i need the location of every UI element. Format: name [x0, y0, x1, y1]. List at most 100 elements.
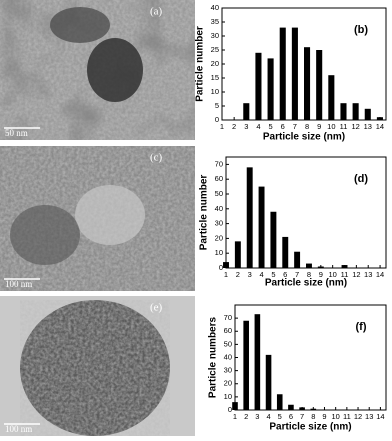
- bar: [341, 265, 348, 268]
- x-axis-label: Particle size (nm): [263, 132, 345, 143]
- x-tick-label: 12: [352, 270, 360, 279]
- x-tick-label: 8: [307, 270, 311, 279]
- y-tick-label: 10: [211, 87, 219, 96]
- bar: [291, 27, 298, 121]
- y-tick-label: 25: [211, 45, 219, 54]
- y-tick-label: 10: [215, 248, 223, 257]
- bar: [232, 402, 238, 410]
- x-tick-label: 9: [322, 412, 326, 421]
- x-tick-label: 4: [266, 412, 270, 421]
- x-tick-label: 13: [364, 270, 372, 279]
- y-tick-label: 20: [215, 233, 223, 242]
- bar: [282, 236, 289, 268]
- y-tick-label: 10: [224, 392, 232, 401]
- x-tick-label: 7: [300, 412, 304, 421]
- y-tick-label: 30: [224, 366, 232, 375]
- y-tick-label: 60: [224, 326, 232, 335]
- x-tick-label: 3: [255, 412, 259, 421]
- bar: [276, 394, 283, 410]
- x-tick-label: 2: [236, 270, 240, 279]
- x-tick-label: 11: [341, 270, 349, 279]
- bar: [294, 251, 301, 268]
- bar: [234, 241, 241, 268]
- x-tick-label: 2: [244, 412, 248, 421]
- bar: [316, 50, 323, 120]
- x-axis-label: Particle size (nm): [265, 278, 347, 289]
- x-tick-label: 6: [281, 122, 285, 131]
- y-tick-label: 0: [219, 263, 223, 272]
- y-tick-label: 35: [211, 17, 219, 26]
- x-tick-label: 7: [295, 270, 299, 279]
- scale-label: 50 nm: [5, 128, 28, 138]
- x-tick-label: 11: [343, 412, 351, 421]
- x-tick-label: 5: [269, 122, 273, 131]
- x-tick-label: 13: [365, 412, 373, 421]
- x-tick-label: 7: [293, 122, 297, 131]
- x-tick-label: 3: [244, 122, 248, 131]
- bar: [270, 211, 277, 268]
- y-axis-label: Particle number: [195, 26, 206, 102]
- panel-annotation: (d): [354, 173, 368, 185]
- y-tick-label: 5: [215, 101, 219, 110]
- y-tick-label: 40: [215, 204, 223, 213]
- bar: [317, 266, 324, 268]
- panel-label: (e): [150, 302, 163, 314]
- x-tick-label: 11: [340, 122, 348, 131]
- bar: [288, 404, 294, 410]
- x-tick-label: 14: [376, 412, 384, 421]
- y-axis-label: Particle numbers: [208, 316, 219, 398]
- x-tick-label: 8: [305, 122, 309, 131]
- x-tick-label: 5: [278, 412, 282, 421]
- y-tick-label: 60: [215, 174, 223, 183]
- bar: [340, 103, 347, 120]
- y-tick-label: 0: [228, 405, 232, 414]
- x-axis-label: Particle size (nm): [269, 422, 351, 433]
- x-tick-label: 12: [354, 412, 362, 421]
- x-tick-label: 10: [331, 412, 339, 421]
- y-tick-label: 15: [211, 73, 219, 82]
- x-tick-label: 6: [289, 412, 293, 421]
- x-tick-label: 5: [271, 270, 275, 279]
- x-tick-label: 14: [376, 122, 384, 131]
- x-tick-label: 2: [232, 122, 236, 131]
- y-tick-label: 20: [211, 59, 219, 68]
- bar: [243, 320, 249, 410]
- x-tick-label: 10: [328, 270, 336, 279]
- bar: [376, 117, 383, 120]
- x-tick-label: 1: [224, 270, 228, 279]
- bar: [304, 47, 311, 121]
- y-tick-label: 30: [215, 219, 223, 228]
- bar: [265, 354, 272, 410]
- y-tick-label: 30: [211, 31, 219, 40]
- x-tick-label: 4: [256, 122, 260, 131]
- bar: [258, 186, 265, 268]
- scale-label: 100 nm: [5, 424, 32, 434]
- x-tick-label: 9: [317, 122, 321, 131]
- bar: [299, 407, 305, 410]
- scale-label: 100 nm: [5, 279, 32, 289]
- panel-annotation: (f): [356, 321, 367, 333]
- bar: [246, 167, 253, 268]
- bar: [364, 108, 371, 120]
- tem-image-c: [0, 146, 195, 291]
- bar: [243, 103, 250, 120]
- tem-image-a: [0, 0, 195, 140]
- x-tick-label: 12: [351, 122, 359, 131]
- y-axis-label: Particle number: [199, 175, 210, 251]
- x-tick-label: 13: [364, 122, 372, 131]
- bar: [279, 27, 286, 121]
- y-tick-label: 20: [224, 379, 232, 388]
- bar: [306, 263, 312, 268]
- y-tick-label: 50: [215, 189, 223, 198]
- bar: [328, 75, 335, 120]
- x-tick-label: 1: [220, 122, 224, 131]
- y-tick-label: 40: [211, 3, 219, 12]
- y-tick-label: 70: [224, 313, 232, 322]
- bar: [223, 262, 229, 268]
- bar: [267, 58, 274, 120]
- x-tick-label: 1: [233, 412, 237, 421]
- y-tick-label: 40: [224, 352, 232, 361]
- x-tick-label: 9: [319, 270, 323, 279]
- bar: [254, 314, 261, 410]
